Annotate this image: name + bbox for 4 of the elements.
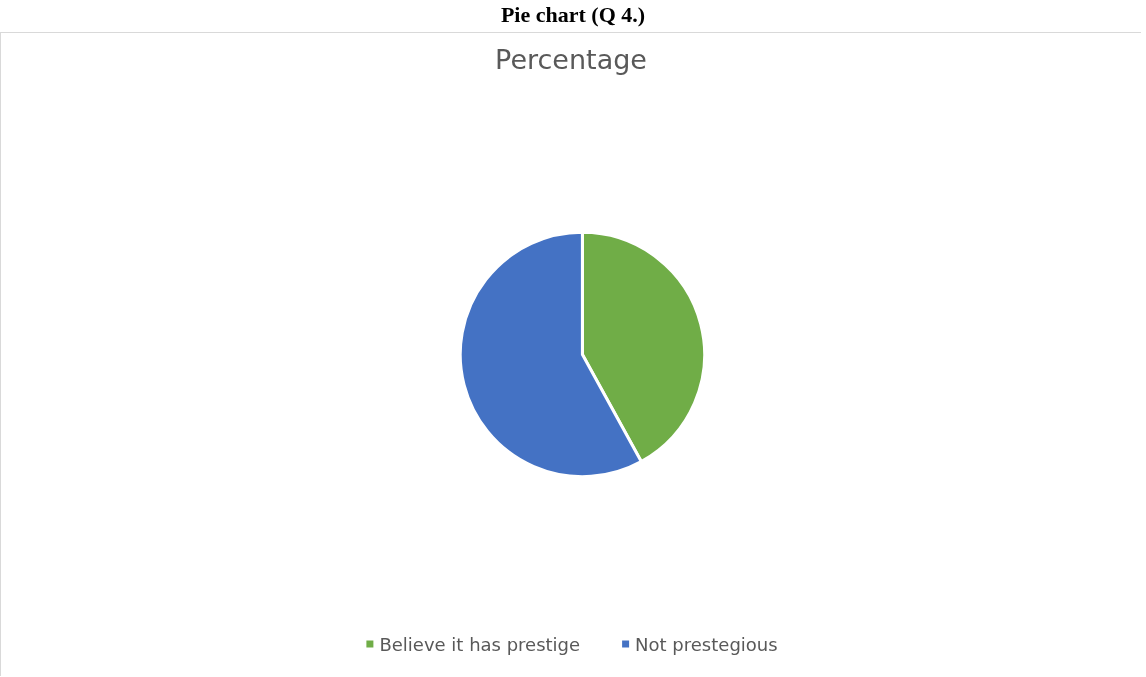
legend-label: Believe it has prestige — [379, 633, 581, 655]
legend-label: Not prestegious — [635, 633, 778, 655]
text: Pie chart (Q 4.) — [499, 2, 647, 28]
chart-title: Percentage — [495, 44, 647, 75]
